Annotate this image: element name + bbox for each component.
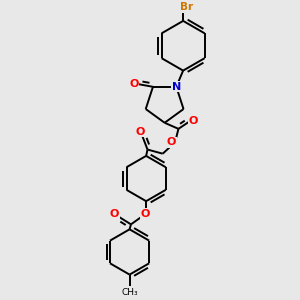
Text: O: O <box>110 209 119 219</box>
Text: N: N <box>172 82 181 92</box>
Text: Br: Br <box>180 2 193 12</box>
Text: O: O <box>130 79 139 89</box>
Text: O: O <box>136 127 145 137</box>
Text: CH₃: CH₃ <box>121 288 138 297</box>
Text: O: O <box>141 208 150 219</box>
Text: O: O <box>167 137 176 147</box>
Text: O: O <box>189 116 198 126</box>
